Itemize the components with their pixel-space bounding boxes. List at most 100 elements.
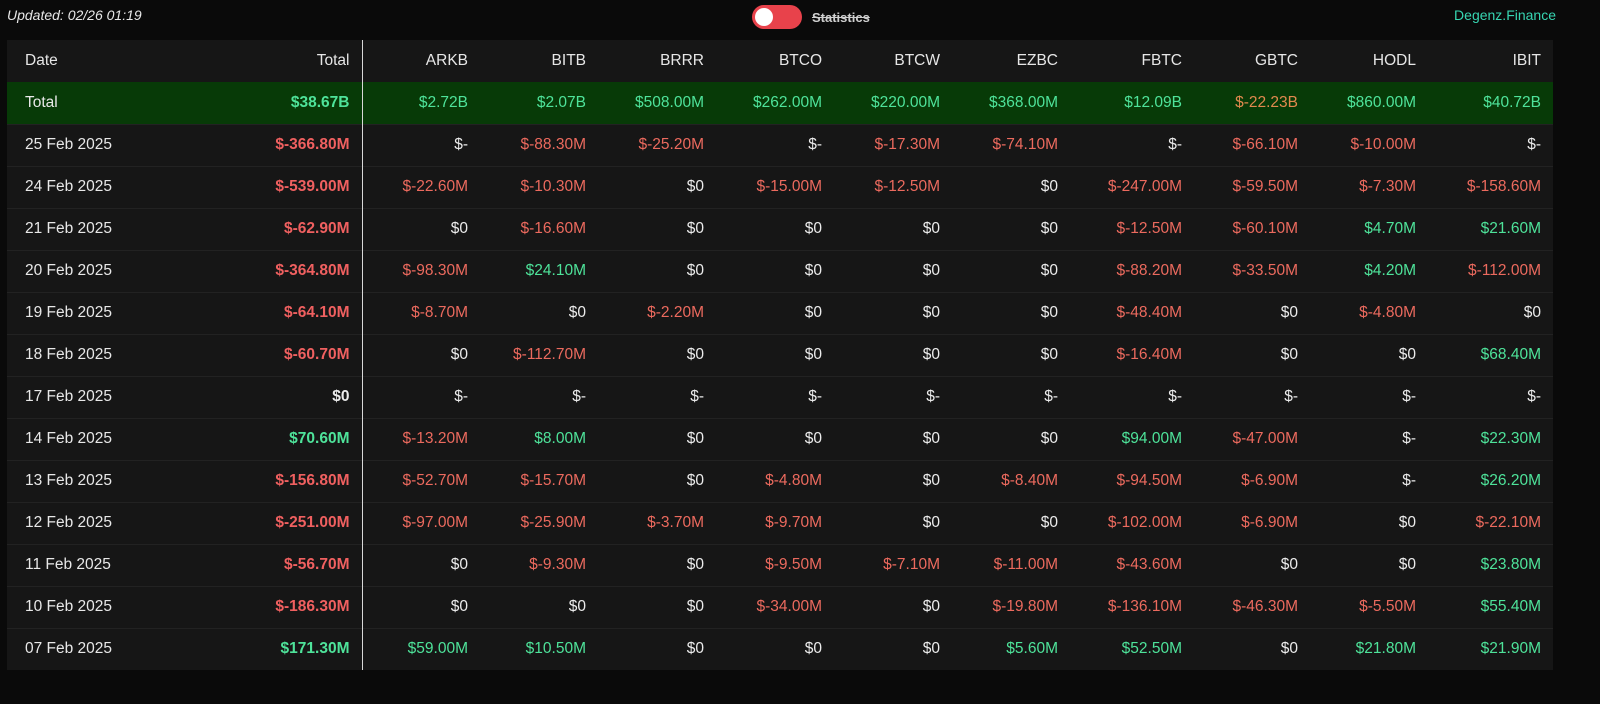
cell-total: $-62.90M xyxy=(147,207,363,250)
column-header-bitb[interactable]: BITB xyxy=(551,52,586,69)
cell-btcw: $0 xyxy=(834,585,952,628)
brand-link[interactable]: Degenz.Finance xyxy=(1454,7,1556,23)
cell-gbtc: $-59.50M xyxy=(1194,165,1310,208)
cell-hodl: $4.20M xyxy=(1310,249,1428,292)
column-header-ezbc[interactable]: EZBC xyxy=(1016,52,1058,69)
cell-bitb: $-112.70M xyxy=(480,333,598,376)
column-header-brrr[interactable]: BRRR xyxy=(660,52,704,69)
cell-fbtc: $94.00M xyxy=(1070,417,1194,460)
cell-arkb: $-22.60M xyxy=(362,165,480,208)
table-row: 12 Feb 2025 $-251.00M $-97.00M $-25.90M $-3.… xyxy=(7,501,1553,544)
cell-gbtc: $0 xyxy=(1194,333,1310,376)
cell-arkb: $0 xyxy=(362,585,480,628)
column-header-gbtc[interactable]: GBTC xyxy=(1254,52,1298,69)
cell-bitb: $-10.30M xyxy=(480,165,598,208)
cell-bitb: $0 xyxy=(480,585,598,628)
column-header-fbtc[interactable]: FBTC xyxy=(1141,52,1182,69)
statistics-toggle-group: Statistics xyxy=(752,5,870,29)
total-cell-fbtc: $12.09B xyxy=(1070,82,1194,124)
column-header-ibit[interactable]: IBIT xyxy=(1512,52,1541,69)
total-row-label: Total xyxy=(7,82,147,124)
cell-ezbc: $0 xyxy=(952,291,1070,334)
cell-brrr: $0 xyxy=(598,543,716,586)
cell-gbtc: $0 xyxy=(1194,291,1310,334)
cell-ibit: $-22.10M xyxy=(1428,501,1553,544)
column-header-arkb[interactable]: ARKB xyxy=(425,52,468,69)
row-date: 10 Feb 2025 xyxy=(7,585,147,628)
total-row: Total $38.67B $2.72B $2.07B $508.00M $262.00M… xyxy=(7,82,1553,124)
row-date: 14 Feb 2025 xyxy=(7,417,147,460)
cell-total: $-366.80M xyxy=(147,123,363,166)
total-cell-ezbc: $368.00M xyxy=(952,82,1070,124)
cell-brrr: $-25.20M xyxy=(598,123,716,166)
column-header-btcw[interactable]: BTCW xyxy=(894,52,940,69)
cell-hodl: $0 xyxy=(1310,333,1428,376)
column-header-hodl[interactable]: HODL xyxy=(1372,52,1416,69)
cell-ibit: $- xyxy=(1428,375,1553,418)
cell-ibit: $- xyxy=(1428,123,1553,166)
cell-arkb: $- xyxy=(362,123,480,166)
cell-brrr: $0 xyxy=(598,417,716,460)
cell-arkb: $-52.70M xyxy=(362,459,480,502)
cell-btco: $0 xyxy=(716,207,834,250)
row-date: 24 Feb 2025 xyxy=(7,165,147,208)
cell-hodl: $21.80M xyxy=(1310,627,1428,670)
cell-total: $70.60M xyxy=(147,417,363,460)
cell-ezbc: $0 xyxy=(952,501,1070,544)
table-row: 20 Feb 2025 $-364.80M $-98.30M $24.10M $0 $0 $… xyxy=(7,249,1553,292)
total-cell-brrr: $508.00M xyxy=(598,82,716,124)
cell-btco: $0 xyxy=(716,627,834,670)
cell-btcw: $-12.50M xyxy=(834,165,952,208)
cell-fbtc: $-247.00M xyxy=(1070,165,1194,208)
cell-gbtc: $-6.90M xyxy=(1194,501,1310,544)
cell-fbtc: $- xyxy=(1070,375,1194,418)
cell-ibit: $-158.60M xyxy=(1428,165,1553,208)
cell-brrr: $- xyxy=(598,375,716,418)
cell-btcw: $0 xyxy=(834,459,952,502)
cell-fbtc: $-16.40M xyxy=(1070,333,1194,376)
total-cell-btcw: $220.00M xyxy=(834,82,952,124)
cell-fbtc: $-94.50M xyxy=(1070,459,1194,502)
cell-gbtc: $-6.90M xyxy=(1194,459,1310,502)
cell-btco: $-34.00M xyxy=(716,585,834,628)
row-date: 19 Feb 2025 xyxy=(7,291,147,334)
cell-ezbc: $0 xyxy=(952,249,1070,292)
cell-ezbc: $-11.00M xyxy=(952,543,1070,586)
cell-bitb: $-9.30M xyxy=(480,543,598,586)
cell-gbtc: $-60.10M xyxy=(1194,207,1310,250)
cell-btcw: $0 xyxy=(834,627,952,670)
table-row: 18 Feb 2025 $-60.70M $0 $-112.70M $0 $0 $0 $0 $-… xyxy=(7,333,1553,376)
cell-fbtc: $-88.20M xyxy=(1070,249,1194,292)
table-row: 14 Feb 2025 $70.60M $-13.20M $8.00M $0 $0 $0 $0… xyxy=(7,417,1553,460)
table-row: 25 Feb 2025 $-366.80M $- $-88.30M $-25.20M $-… xyxy=(7,123,1553,166)
cell-btcw: $0 xyxy=(834,207,952,250)
cell-btco: $- xyxy=(716,123,834,166)
etf-flow-table: Date Total ARKB BITB BRRR BTCO BTCW EZBC FBTC GBT… xyxy=(7,40,1553,670)
column-header-date[interactable]: Date xyxy=(25,52,58,69)
cell-hodl: $4.70M xyxy=(1310,207,1428,250)
cell-arkb: $-98.30M xyxy=(362,249,480,292)
cell-gbtc: $- xyxy=(1194,375,1310,418)
cell-hodl: $0 xyxy=(1310,501,1428,544)
cell-gbtc: $0 xyxy=(1194,543,1310,586)
cell-arkb: $0 xyxy=(362,543,480,586)
statistics-toggle[interactable] xyxy=(752,5,802,29)
total-cell-gbtc: $-22.23B xyxy=(1194,82,1310,124)
row-date: 18 Feb 2025 xyxy=(7,333,147,376)
cell-hodl: $- xyxy=(1310,417,1428,460)
table-row: 24 Feb 2025 $-539.00M $-22.60M $-10.30M $0 $-… xyxy=(7,165,1553,208)
cell-ezbc: $- xyxy=(952,375,1070,418)
cell-bitb: $24.10M xyxy=(480,249,598,292)
cell-total: $-364.80M xyxy=(147,249,363,292)
cell-arkb: $-13.20M xyxy=(362,417,480,460)
cell-ibit: $21.90M xyxy=(1428,627,1553,670)
cell-fbtc: $-136.10M xyxy=(1070,585,1194,628)
table-row: 10 Feb 2025 $-186.30M $0 $0 $0 $-34.00M $0 $-19… xyxy=(7,585,1553,628)
cell-arkb: $0 xyxy=(362,333,480,376)
table-row: 13 Feb 2025 $-156.80M $-52.70M $-15.70M $0 $-… xyxy=(7,459,1553,502)
table-row: 21 Feb 2025 $-62.90M $0 $-16.60M $0 $0 $0 $0 $-1… xyxy=(7,207,1553,250)
column-header-total[interactable]: Total xyxy=(147,40,363,82)
cell-btco: $-9.70M xyxy=(716,501,834,544)
statistics-toggle-label[interactable]: Statistics xyxy=(812,9,870,25)
column-header-btco[interactable]: BTCO xyxy=(778,52,822,69)
